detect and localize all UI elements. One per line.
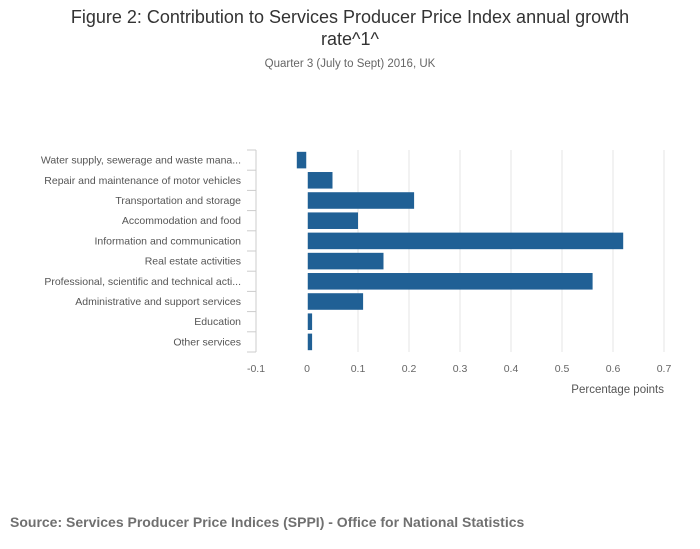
x-tick-label: 0 xyxy=(304,363,310,375)
grid-layer xyxy=(357,150,665,352)
bar[interactable] xyxy=(296,151,307,169)
chart-subtitle: Quarter 3 (July to Sept) 2016, UK xyxy=(264,58,436,70)
y-category-label: Accommodation and food xyxy=(122,215,241,227)
bar[interactable] xyxy=(307,232,624,250)
x-tick-label: 0.5 xyxy=(555,363,570,375)
bar[interactable] xyxy=(307,212,358,229)
bar[interactable] xyxy=(307,273,593,290)
y-category-label: Repair and maintenance of motor vehicles xyxy=(44,175,241,187)
chart-title: Figure 2: Contribution to Services Produ… xyxy=(70,7,630,49)
x-tick-label: -0.1 xyxy=(247,363,265,375)
bar[interactable] xyxy=(307,333,313,351)
x-tick-label: 0.1 xyxy=(351,363,366,375)
bar[interactable] xyxy=(307,192,415,209)
y-category-label: Transportation and storage xyxy=(115,195,241,207)
bar-layer xyxy=(296,150,624,352)
x-tick-label: 0.6 xyxy=(606,363,621,375)
y-category-label: Professional, scientific and technical a… xyxy=(44,276,241,288)
x-axis-title: Percentage points xyxy=(571,384,664,396)
x-tick-label: 0.3 xyxy=(453,363,468,375)
y-category-label: Education xyxy=(194,316,241,328)
y-category-label: Other services xyxy=(173,336,241,348)
y-category-label: Real estate activities xyxy=(145,256,241,268)
y-category-label: Water supply, sewerage and waste mana... xyxy=(41,155,241,167)
bar-chart: -0.1 0 0.1 0.2 0.3 0.4 0.5 0.6 0.7 Water supply, … xyxy=(41,149,672,396)
bar[interactable] xyxy=(307,172,333,189)
bar[interactable] xyxy=(307,293,364,310)
x-tick-label: 0.4 xyxy=(504,363,519,375)
axis-layer: -0.1 0 0.1 0.2 0.3 0.4 0.5 0.6 0.7 Water supply, … xyxy=(41,149,672,375)
y-category-label: Administrative and support services xyxy=(75,296,241,308)
bar[interactable] xyxy=(307,252,384,270)
source-note: Source: Services Producer Price Indices … xyxy=(10,514,525,530)
x-tick-label: 0.2 xyxy=(402,363,417,375)
x-tick-label: 0.7 xyxy=(657,363,672,375)
bar[interactable] xyxy=(307,313,313,330)
y-category-label: Information and communication xyxy=(95,235,242,247)
